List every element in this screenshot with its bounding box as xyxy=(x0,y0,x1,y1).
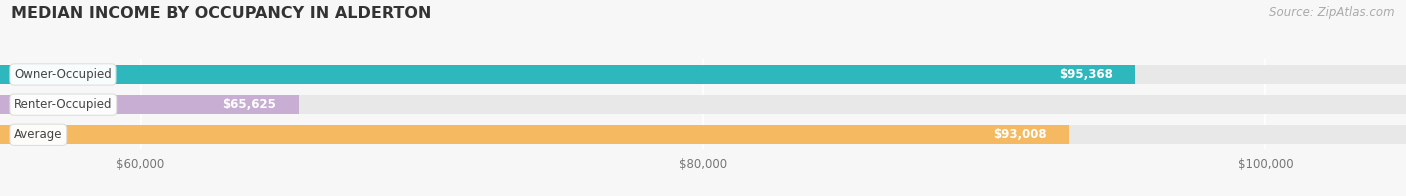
Text: $65,625: $65,625 xyxy=(222,98,276,111)
Text: Source: ZipAtlas.com: Source: ZipAtlas.com xyxy=(1270,6,1395,19)
Text: Average: Average xyxy=(14,128,62,141)
Bar xyxy=(0,95,299,114)
Bar xyxy=(0,95,1406,114)
Text: Renter-Occupied: Renter-Occupied xyxy=(14,98,112,111)
Text: Owner-Occupied: Owner-Occupied xyxy=(14,68,112,81)
Bar xyxy=(0,125,1069,144)
Bar xyxy=(0,65,1135,84)
Bar xyxy=(0,65,1406,84)
Text: $93,008: $93,008 xyxy=(993,128,1046,141)
Text: $95,368: $95,368 xyxy=(1059,68,1112,81)
Bar xyxy=(0,125,1406,144)
Text: MEDIAN INCOME BY OCCUPANCY IN ALDERTON: MEDIAN INCOME BY OCCUPANCY IN ALDERTON xyxy=(11,6,432,21)
